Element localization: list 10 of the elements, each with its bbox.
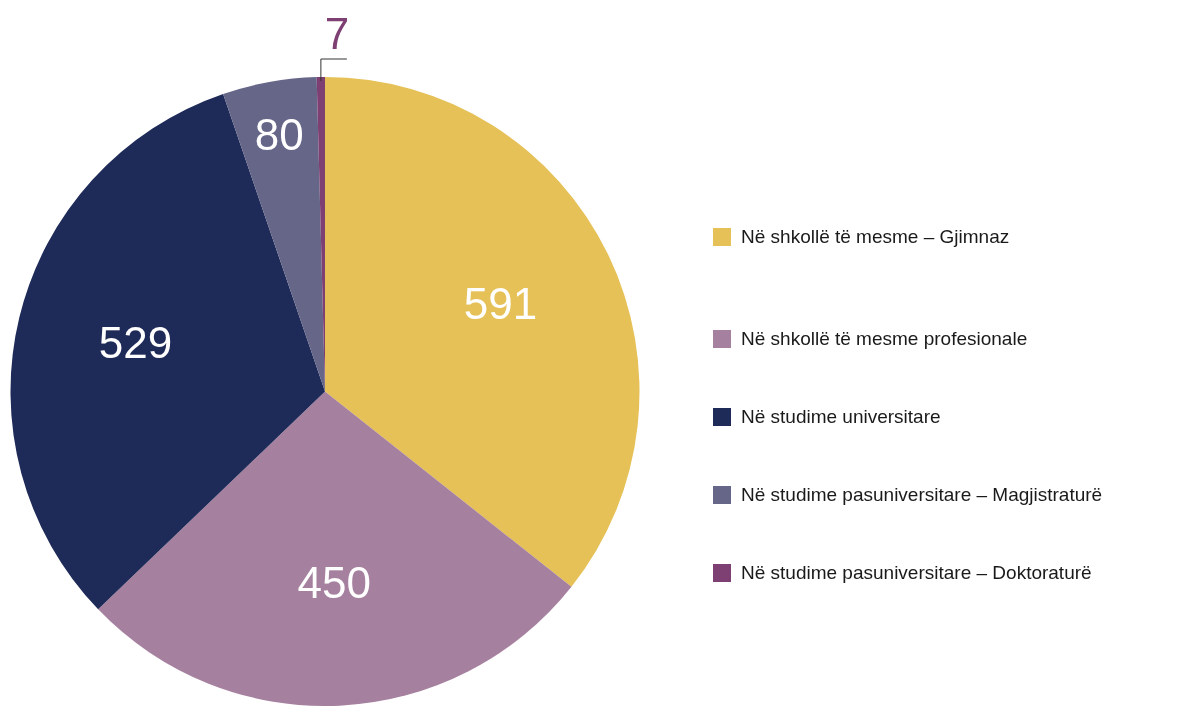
- data-label: 7: [324, 9, 350, 59]
- legend-label: Në shkollë të mesme profesionale: [741, 328, 1028, 350]
- data-label: 80: [254, 109, 304, 159]
- legend-label: Në studime pasuniversitare – Magjistraturë: [741, 484, 1103, 506]
- legend-label: Në studime pasuniversitare – Doktoraturë: [741, 562, 1092, 584]
- legend-label: Në studime universitare: [741, 406, 941, 428]
- legend-label: Në shkollë të mesme – Gjimnaz: [741, 226, 1010, 248]
- data-label: 450: [297, 558, 371, 608]
- data-label: 529: [98, 317, 173, 367]
- data-label: 591: [463, 278, 538, 328]
